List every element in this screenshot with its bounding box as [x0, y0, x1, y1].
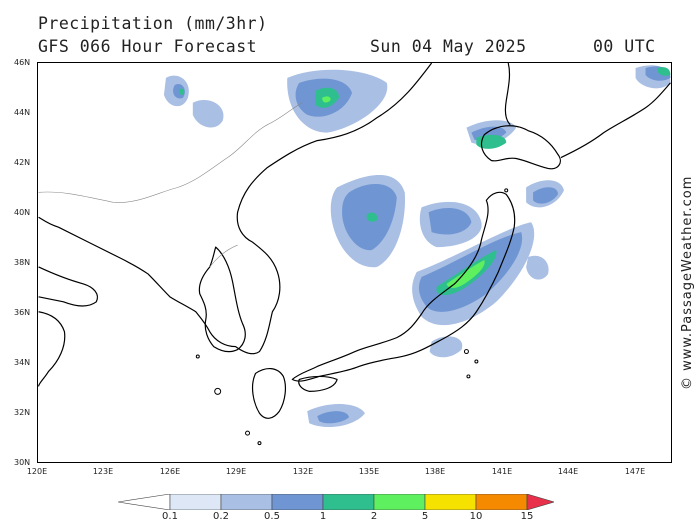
legend-swatch — [424, 494, 477, 510]
legend-colorbar — [118, 494, 554, 510]
precip-strong — [322, 96, 485, 289]
legend-value: 0.1 — [162, 511, 178, 522]
legend-value: 5 — [421, 511, 429, 522]
forecast-date: Sun 04 May 2025 — [370, 37, 527, 56]
map-title: Precipitation (mm/3hr) — [38, 14, 268, 33]
forecast-model: GFS 066 Hour Forecast — [38, 37, 258, 56]
lon-label: 126E — [159, 467, 181, 476]
islands — [195, 188, 509, 446]
lon-label: 120E — [26, 467, 48, 476]
legend-value: 0.5 — [264, 511, 280, 522]
legend-value: 15 — [520, 511, 534, 522]
lon-label: 147E — [624, 467, 646, 476]
borders — [38, 102, 303, 268]
credit-watermark: © www.PassageWeather.com — [680, 175, 695, 390]
lat-label: 30N — [14, 458, 31, 467]
legend-tip-left — [118, 494, 171, 510]
lon-label: 129E — [225, 467, 247, 476]
lat-label: 38N — [14, 258, 31, 267]
lat-label: 42N — [14, 158, 31, 167]
lat-label: 32N — [14, 408, 31, 417]
legend-value: 2 — [370, 511, 378, 522]
lat-label: 46N — [14, 58, 31, 67]
lon-label: 138E — [424, 467, 446, 476]
lat-label: 36N — [14, 308, 31, 317]
legend-tip-right — [526, 494, 554, 510]
lon-label: 135E — [358, 467, 380, 476]
lon-label: 144E — [557, 467, 579, 476]
lon-label: 141E — [491, 467, 513, 476]
coastlines — [38, 63, 671, 419]
forecast-time: 00 UTC — [593, 37, 656, 56]
lat-label: 44N — [14, 108, 31, 117]
legend-value: 1 — [319, 511, 327, 522]
lat-label: 40N — [14, 208, 31, 217]
legend-swatch — [271, 494, 324, 510]
lon-label: 132E — [292, 467, 314, 476]
legend-swatch — [475, 494, 528, 510]
lat-label: 34N — [14, 358, 31, 367]
precipitation-map — [37, 62, 672, 463]
legend-swatch — [169, 494, 222, 510]
legend-swatch — [322, 494, 375, 510]
legend-value: 10 — [469, 511, 483, 522]
lon-label: 123E — [92, 467, 114, 476]
legend-swatch — [220, 494, 273, 510]
legend-swatch — [373, 494, 426, 510]
legend-value: 0.2 — [213, 511, 229, 522]
